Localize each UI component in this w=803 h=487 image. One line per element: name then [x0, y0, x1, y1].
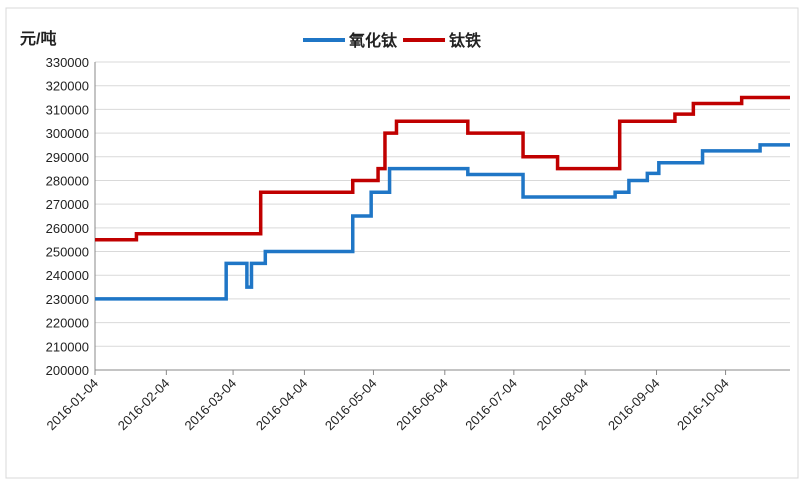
legend-label: 氧化钛 — [348, 31, 398, 50]
y-tick-label: 260000 — [46, 221, 89, 236]
frame — [5, 7, 799, 479]
y-tick-label: 210000 — [46, 339, 89, 354]
y-tick-label: 200000 — [46, 363, 89, 378]
legend-label: 钛铁 — [449, 31, 481, 50]
y-tick-label: 240000 — [46, 268, 89, 283]
y-tick-label: 330000 — [46, 55, 89, 70]
series-line — [95, 95, 790, 242]
y-tick-label: 230000 — [46, 292, 89, 307]
y-tick-label: 310000 — [46, 102, 89, 117]
y-tick-label: 320000 — [46, 79, 89, 94]
y-tick-label: 220000 — [46, 316, 89, 331]
y-tick-label: 280000 — [46, 173, 89, 188]
y-tick-label: 250000 — [46, 245, 89, 260]
y-tick-label: 270000 — [46, 197, 89, 212]
y-axis-label: 元/吨 — [20, 29, 56, 48]
y-tick-label: 300000 — [46, 126, 89, 141]
series-line — [95, 143, 790, 301]
y-tick-label: 290000 — [46, 150, 89, 165]
